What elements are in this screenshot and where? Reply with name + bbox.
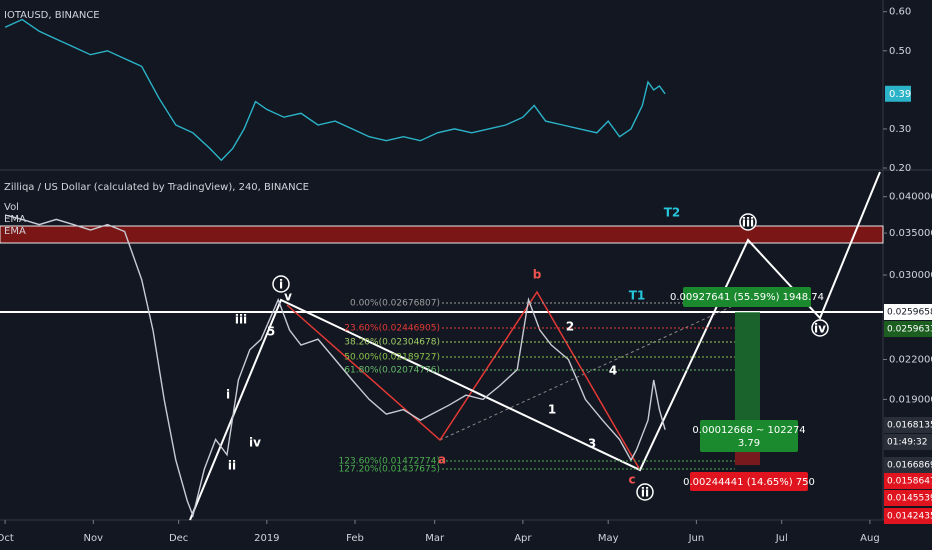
wave-label: 1 [548, 403, 556, 417]
fib-label: 38.20%(0.02304678) [344, 338, 440, 348]
y-tick-label: 0.03000000 [889, 270, 932, 281]
y-tick-label: 0.03500000 [889, 228, 932, 239]
circled-wave-label: i [279, 278, 283, 292]
indicator-label: Vol [4, 202, 19, 213]
price-tag [884, 434, 932, 450]
price-tag-label: 0.02596589 [887, 308, 932, 318]
measure-text: 0.00244441 (14.65%) 750 [683, 477, 815, 488]
fib-label: 50.00%(0.02189727) [344, 353, 440, 363]
price-tag-label: 0.01455392 [887, 494, 932, 504]
resistance-zone [0, 225, 884, 244]
y-tick-label: 0.30 [889, 124, 911, 135]
price-tag-label: 0.01681359 [887, 421, 932, 431]
x-tick-label: Apr [514, 533, 532, 544]
y-tick-label: 0.01900000 [889, 394, 932, 405]
last-price-label: 0.39 [889, 89, 911, 100]
indicator-label: EMA [4, 214, 26, 225]
fib-trend [439, 304, 736, 441]
price-tag-label: 0.02596332 [887, 325, 932, 335]
measure-box [690, 472, 808, 491]
wave-label: i [226, 388, 230, 402]
measure-text: 3.79 [738, 438, 760, 449]
price-tag-label: 0.01668691 [887, 461, 932, 471]
wave-label: iv [249, 436, 261, 450]
wave-count-lines [189, 171, 881, 521]
last-price-tag [885, 85, 911, 102]
fib-label: 61.80%(0.02074776) [344, 366, 440, 376]
fib-label: 123.60%(0.01472774) [339, 457, 440, 467]
measure-box [683, 287, 811, 307]
circled-wave-label: ii [641, 486, 649, 500]
wave-label: c [628, 473, 635, 487]
wave-label: 3 [588, 437, 596, 451]
panel-title: IOTAUSD, BINANCE [4, 10, 100, 21]
x-tick-label: Nov [84, 533, 104, 544]
wave-circle [811, 319, 829, 337]
wave-circle [636, 483, 654, 501]
y-tick-label: 0.02200000 [889, 354, 932, 365]
price-tag-label: 0.01424350 [887, 512, 932, 522]
x-tick-label: Aug [860, 533, 880, 544]
price-tag [884, 473, 932, 489]
y-tick-label: 0.20 [889, 163, 911, 174]
y-tick-label: 0.50 [889, 46, 911, 57]
x-tick-label: Dec [169, 533, 188, 544]
wave-label: iii [235, 313, 247, 327]
price-tag [884, 304, 932, 320]
x-tick-label: 2019 [254, 533, 279, 544]
x-tick-label: Oct [0, 533, 14, 544]
price-tag [884, 508, 932, 524]
abc-correction [286, 290, 641, 471]
wave-label: 2 [566, 320, 574, 334]
price-tag [884, 417, 932, 433]
x-tick-label: Jul [775, 533, 788, 544]
wave-label: a [438, 453, 446, 467]
price-tag [884, 457, 932, 473]
panel-title: Zilliqa / US Dollar (calculated by Tradi… [4, 182, 309, 193]
indicator-label: EMA [4, 226, 26, 237]
wave-label: T1 [629, 289, 646, 303]
y-tick-label: 0.04000000 [889, 192, 932, 203]
wave-label: 5 [267, 325, 275, 339]
wave-label: T2 [664, 206, 681, 220]
wave-label: v [284, 290, 292, 304]
circled-wave-label: iv [814, 322, 826, 336]
x-tick-label: Jun [688, 533, 705, 544]
wave-label: 4 [609, 364, 617, 378]
price-tag [884, 321, 932, 337]
price-line [4, 214, 666, 518]
price-tag-label: 01:49:32 [887, 438, 927, 448]
circled-wave-label: iii [742, 216, 754, 230]
measure-text: 0.00012668 ~ 102274 [692, 425, 805, 436]
fib-label: 23.60%(0.02446905) [344, 324, 440, 334]
price-tag-label: 0.01586475 [887, 477, 932, 487]
fib-label: 0.00%(0.02676807) [350, 299, 440, 309]
x-tick-label: Feb [346, 533, 364, 544]
y-tick-label: 0.60 [889, 7, 911, 18]
price-line [4, 18, 666, 162]
wave-circle [739, 213, 757, 231]
long-target-zone [735, 312, 760, 440]
fib-label: 127.20%(0.01437675) [339, 465, 440, 475]
wave-label: ii [228, 459, 236, 473]
wave-label: b [533, 268, 542, 282]
wave-circle [272, 275, 290, 293]
x-tick-label: Mar [425, 533, 445, 544]
measure-box [700, 420, 798, 452]
measure-text: 0.00927641 (55.59%) 1948.74 [670, 292, 824, 303]
price-tag [884, 490, 932, 506]
x-tick-label: May [598, 533, 619, 544]
